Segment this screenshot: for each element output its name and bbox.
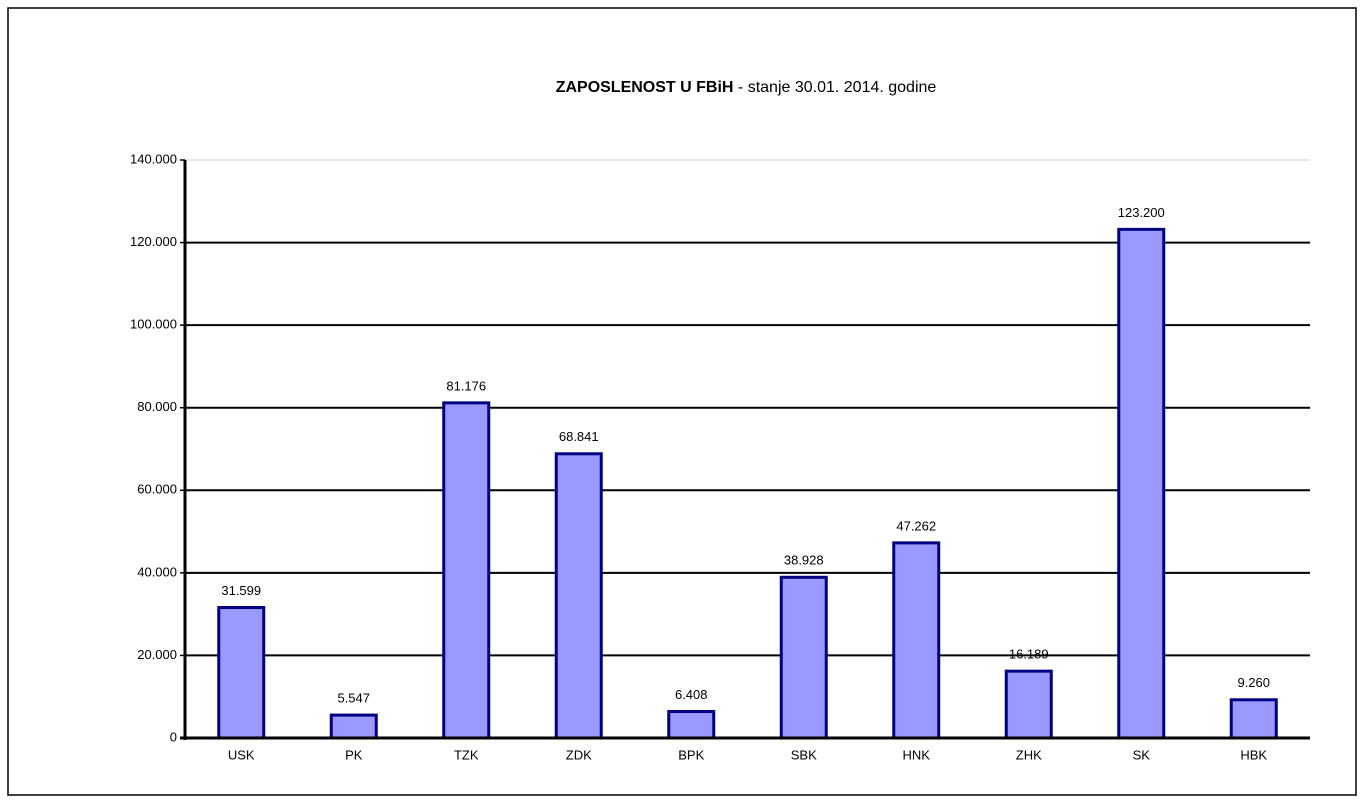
- bar: [779, 575, 828, 740]
- data-label: 6.408: [675, 687, 708, 702]
- x-tick-label: TZK: [454, 747, 479, 762]
- bar: [1117, 227, 1166, 740]
- y-tick-label: 20.000: [137, 647, 177, 662]
- y-tick-label: 100.000: [130, 317, 177, 332]
- x-tick-label: ZDK: [566, 747, 592, 762]
- bar: [329, 713, 378, 740]
- bar: [667, 710, 716, 740]
- x-tick-label: PK: [345, 747, 363, 762]
- data-label: 47.262: [896, 518, 936, 533]
- data-label: 38.928: [784, 553, 824, 568]
- x-tick-label: HBK: [1240, 747, 1267, 762]
- chart-title: ZAPOSLENOST U FBiH: [556, 79, 734, 96]
- y-tick-label: 140.000: [130, 151, 177, 166]
- y-tick-label: 0: [170, 729, 177, 744]
- data-label: 16.189: [1009, 647, 1049, 662]
- bar: [1004, 669, 1053, 740]
- x-tick-label: BPK: [678, 747, 704, 762]
- data-label: 5.547: [337, 691, 370, 706]
- x-tick-label: SBK: [791, 747, 817, 762]
- bar: [217, 606, 266, 740]
- x-tick-label: USK: [228, 747, 255, 762]
- bar: [1229, 698, 1278, 740]
- bar: [892, 541, 941, 740]
- data-label: 9.260: [1237, 675, 1270, 690]
- chart-title-group: ZAPOSLENOST U FBiH - stanje 30.01. 2014.…: [556, 79, 937, 96]
- data-label: 81.176: [446, 378, 486, 393]
- bar: [554, 452, 603, 740]
- x-tick-label: SK: [1133, 747, 1151, 762]
- y-tick-label: 60.000: [137, 482, 177, 497]
- y-tick-label: 40.000: [137, 564, 177, 579]
- data-label: 123.200: [1118, 205, 1165, 220]
- chart-subtitle: - stanje 30.01. 2014. godine: [738, 79, 936, 96]
- x-tick-label: ZHK: [1016, 747, 1042, 762]
- bar: [442, 401, 491, 740]
- data-label: 31.599: [221, 583, 261, 598]
- data-label: 68.841: [559, 429, 599, 444]
- y-tick-label: 120.000: [130, 234, 177, 249]
- y-tick-label: 80.000: [137, 399, 177, 414]
- x-tick-label: HNK: [903, 747, 931, 762]
